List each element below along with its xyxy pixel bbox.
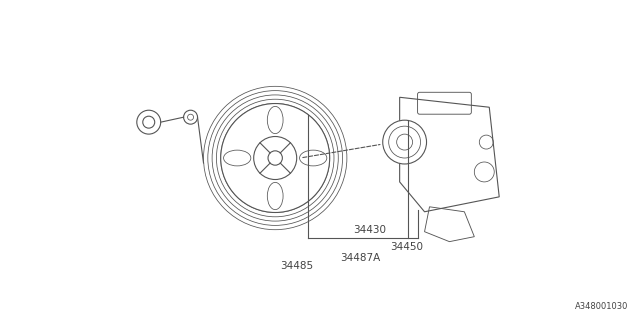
Circle shape [383, 120, 426, 164]
Circle shape [137, 110, 161, 134]
Text: 34450: 34450 [390, 242, 422, 252]
Circle shape [184, 110, 198, 124]
Text: 34430: 34430 [353, 225, 387, 235]
Text: 34487A: 34487A [340, 252, 380, 262]
Text: A348001030: A348001030 [575, 302, 628, 311]
Text: 34485: 34485 [280, 260, 314, 270]
Circle shape [221, 104, 330, 212]
